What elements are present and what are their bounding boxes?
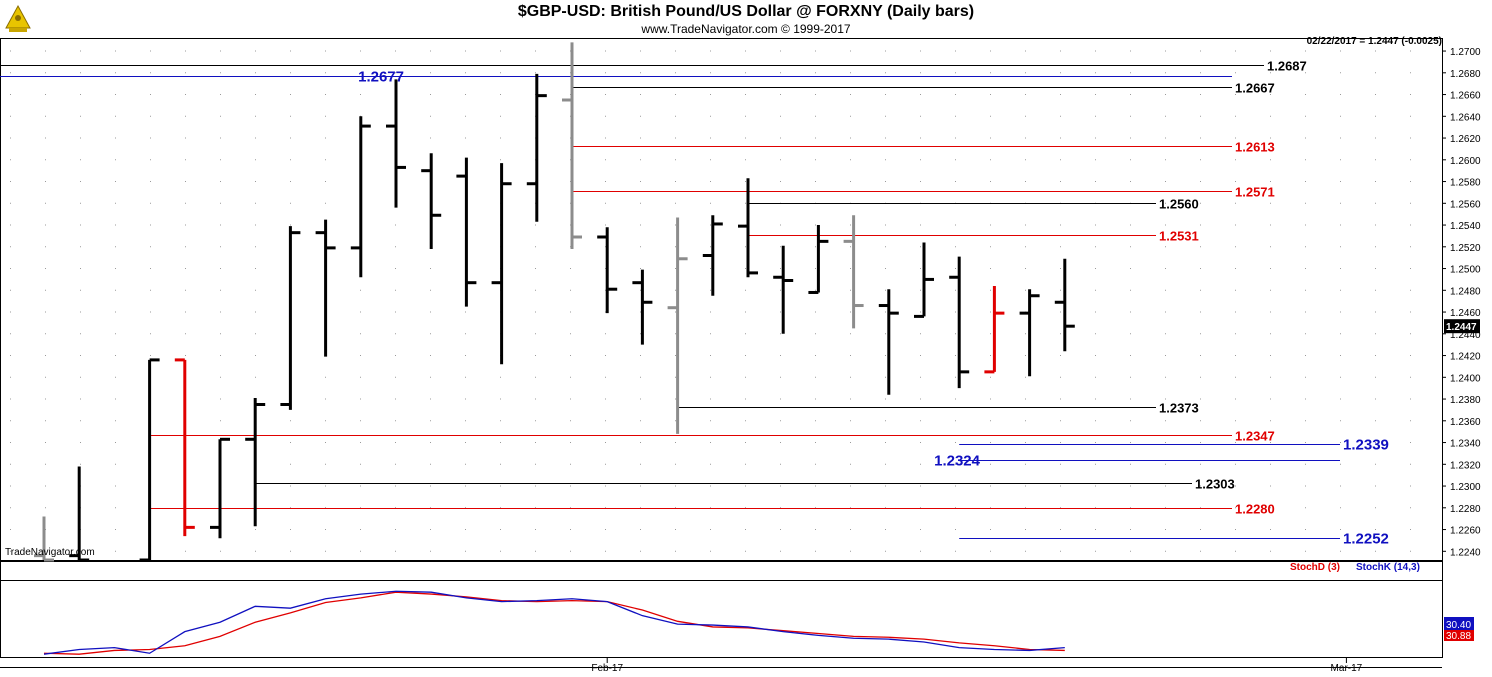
ohlc-bar (949, 256, 970, 389)
ohlc-bar (421, 153, 442, 249)
y-tick-label: 1.2560 (1450, 199, 1481, 210)
y-tick-label: 1.2460 (1450, 308, 1481, 319)
ohlc-bar (632, 269, 653, 345)
stoch-value-label: 30.88 (1446, 631, 1471, 642)
y-tick-label: 1.2700 (1450, 47, 1481, 58)
ohlc-bar (878, 289, 899, 395)
ohlc-bar (597, 227, 618, 314)
stoch-value-box (1444, 628, 1474, 641)
stoch-line (43, 591, 1065, 655)
ohlc-bar (914, 242, 934, 318)
level-label: 1.2613 (1235, 140, 1275, 155)
y-tick-label: 1.2600 (1450, 156, 1481, 167)
y-tick-label: 1.2480 (1450, 286, 1481, 297)
y-tick-label: 1.2660 (1450, 91, 1481, 102)
stoch-line (43, 590, 1065, 655)
level-label: 1.2339 (1343, 437, 1389, 454)
level-label: 1.2347 (1235, 429, 1275, 444)
ohlc-bar (773, 245, 794, 334)
ohlc-bar (174, 358, 195, 537)
stoch-panel-frame (0, 561, 1443, 658)
y-tick-label: 1.2320 (1450, 460, 1481, 471)
y-tick-label: 1.2540 (1450, 221, 1481, 232)
level-label: 1.2324 (934, 453, 981, 470)
level-label: 1.2252 (1343, 531, 1389, 548)
y-tick-label: 1.2520 (1450, 243, 1481, 254)
level-label: 1.2303 (1195, 477, 1235, 492)
ohlc-bar (386, 79, 406, 208)
x-tick-label: Feb-17 (591, 663, 623, 674)
ohlc-bar (526, 73, 547, 222)
ohlc-bar (350, 116, 371, 278)
ohlc-bar (843, 215, 864, 329)
legend-stoch-d: StochD (3) (1290, 562, 1340, 573)
price-readout: 02/22/2017 = 1.2447 (-0.0025) (1306, 36, 1442, 47)
level-label: 1.2667 (1235, 81, 1275, 96)
y-tick-label: 1.2680 (1450, 69, 1481, 80)
x-tick-label: Mar-17 (1331, 663, 1363, 674)
y-tick-label: 1.2360 (1450, 417, 1481, 428)
ohlc-bar (139, 358, 160, 562)
y-tick-label: 1.2340 (1450, 439, 1481, 450)
y-tick-label: 1.2400 (1450, 373, 1481, 384)
ohlc-bar (210, 437, 230, 539)
stoch-value-box (1444, 617, 1474, 630)
ohlc-bar (1019, 289, 1040, 377)
y-tick-label: 1.2260 (1450, 526, 1481, 537)
y-tick-label: 1.2620 (1450, 134, 1481, 145)
chart-header: $GBP-USD: British Pound/US Dollar @ FORX… (0, 0, 1492, 38)
ohlc-bar (456, 157, 477, 307)
level-label: 1.2560 (1159, 197, 1199, 212)
y-tick-label: 1.2280 (1450, 504, 1481, 515)
ohlc-bar (667, 217, 688, 434)
y-tick-label: 1.2580 (1450, 178, 1481, 189)
y-tick-label: 1.2300 (1450, 482, 1481, 493)
chart-title: $GBP-USD: British Pound/US Dollar @ FORX… (517, 3, 975, 20)
y-tick-label: 1.2640 (1450, 112, 1481, 123)
ohlc-bar (702, 215, 723, 296)
ohlc-bar (280, 226, 301, 410)
ohlc-bar (562, 42, 582, 249)
ohlc-bar (1054, 258, 1075, 352)
level-label: 1.2571 (1235, 185, 1275, 200)
ohlc-bar (34, 516, 54, 562)
ohlc-bar (738, 178, 758, 278)
trade-navigator-logo-icon (5, 4, 31, 32)
watermark: TradeNavigator.com (5, 547, 95, 558)
y-tick-label: 1.2420 (1450, 352, 1481, 363)
level-label: 1.2677 (358, 69, 404, 86)
y-tick-label: 1.2240 (1450, 547, 1481, 558)
ohlc-bar (245, 397, 266, 527)
ohlc-bar (808, 225, 829, 294)
ohlc-bar (984, 285, 1005, 374)
last-price-label: 1.2447 (1446, 322, 1477, 333)
y-tick-label: 1.2440 (1450, 330, 1481, 341)
last-price-box (1444, 319, 1480, 334)
level-label: 1.2280 (1235, 502, 1275, 517)
level-label: 1.2687 (1267, 59, 1307, 74)
level-label: 1.2531 (1159, 229, 1199, 244)
chart-subtitle: www.TradeNavigator.com © 1999-2017 (641, 22, 851, 36)
ohlc-bar (491, 163, 512, 365)
stoch-value-label: 30.40 (1446, 620, 1471, 631)
y-tick-label: 1.2500 (1450, 265, 1481, 276)
ohlc-bar (69, 466, 90, 562)
level-label: 1.2373 (1159, 401, 1199, 416)
y-tick-label: 1.2380 (1450, 395, 1481, 406)
ohlc-bar (315, 219, 336, 357)
legend-stoch-k: StochK (14,3) (1356, 562, 1420, 573)
